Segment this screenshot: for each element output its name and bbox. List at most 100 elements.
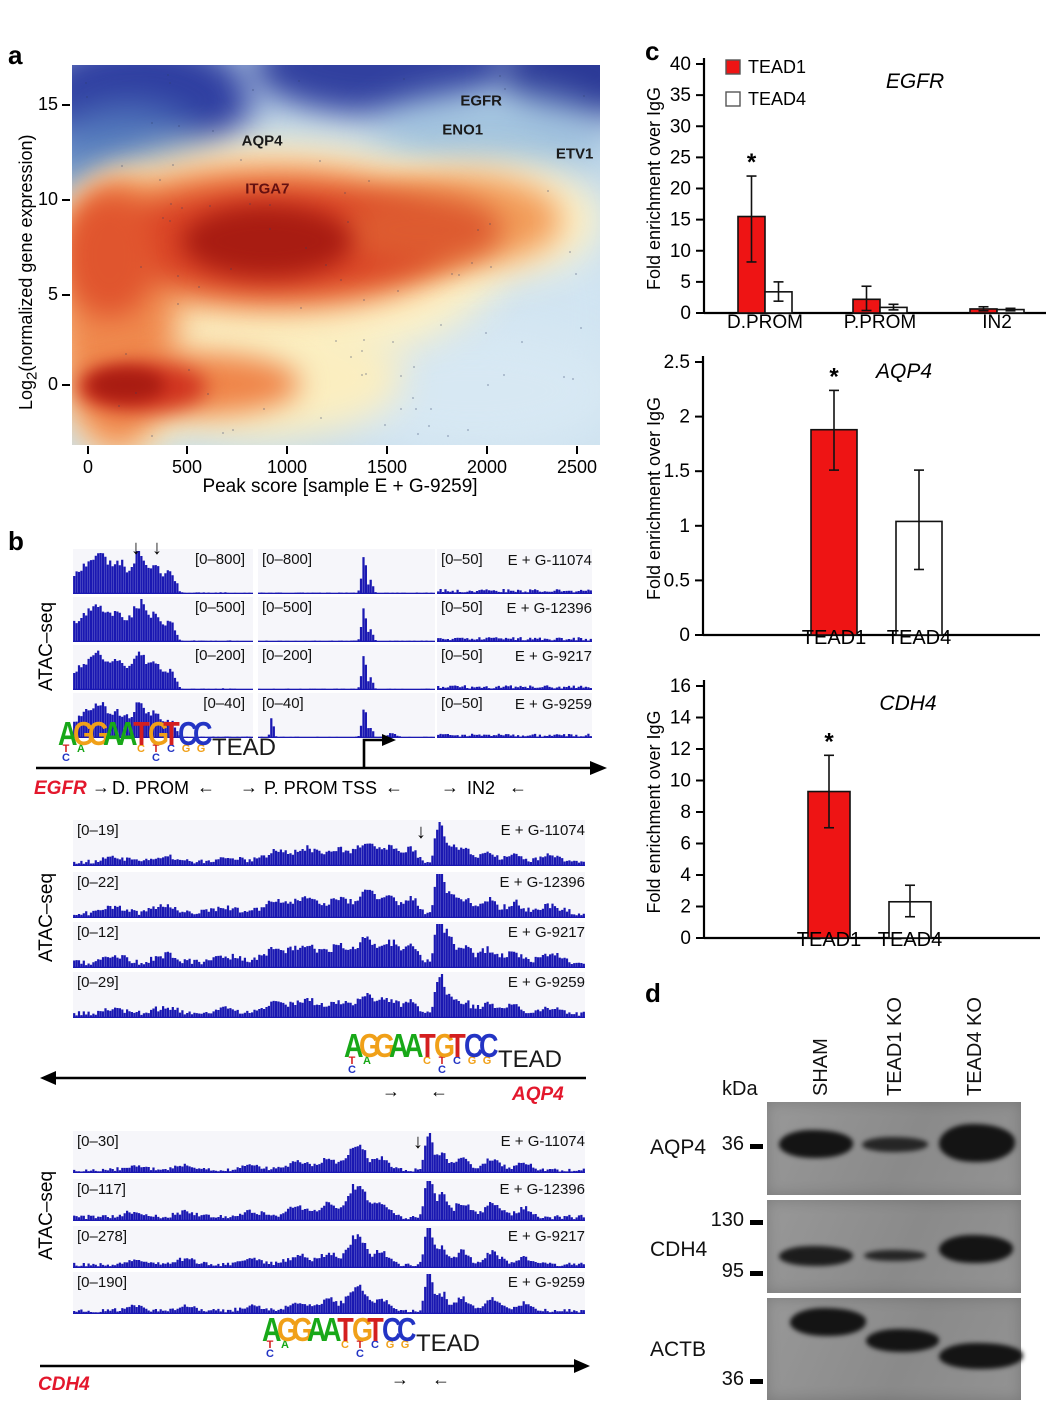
chart-y-tick-label: 20 [670,179,691,200]
density-data-speck [349,355,352,358]
track-range-label: [0–200] [194,647,245,664]
density-data-speck [396,289,399,292]
chart-y-tick-label: 0 [680,303,691,324]
logo-main-letter: A [118,715,138,753]
atac-track-signal [73,702,253,738]
density-data-speck [458,273,461,276]
track-row [73,549,253,594]
aqp4-gene-line [40,1071,586,1085]
density-data-speck [319,417,322,420]
logo-sub-letter: T [266,1339,274,1351]
atac-track-signal [437,589,592,594]
density-gene-label: EGFR [460,92,503,110]
density-data-speck [391,341,394,344]
density-data-speck [368,179,371,182]
track-range-label: [0–117] [77,1181,126,1198]
atac-track-signal [437,685,592,690]
chart-category-label: D.PROM [727,312,803,333]
density-data-speck [346,220,349,223]
logo-main-letter: C [178,715,198,753]
logo-sub-letter: G [482,1055,492,1067]
track-range-label: [0–50] [441,599,483,616]
atac-track-signal [258,709,435,738]
logo-position: A [322,1313,342,1347]
logo-sub-letter: A [281,1339,289,1351]
logo-main-letter: T [367,1311,384,1349]
density-data-speck [252,88,255,91]
density-gene-label: ENO1 [442,121,484,139]
chart-category-label: TEAD1 [802,627,866,649]
chart-y-tick-label: 14 [670,708,692,729]
logo-position: A [404,1029,424,1063]
egfr-gene-diagram [34,734,614,776]
chart-y-tick-label: 5 [680,272,691,293]
blot-band-cdh4-lane3 [939,1235,1013,1263]
density-data-speck [360,350,363,353]
atac-track-signal [73,822,585,866]
atac-track-signal [73,1274,585,1314]
reverse-primer-arrow: ← [430,1081,448,1101]
chart-y-tick-label: 6 [680,834,691,855]
chart-y-axis-label: Fold enrichment over IgG [644,710,664,913]
track-range-label: [0–200] [262,647,313,664]
track-row [437,693,592,738]
atac-track-signal [73,650,253,690]
forward-primer-arrow: → [441,777,459,797]
density-data-speck [297,80,300,83]
x-axis-tick-label: 1500 [366,457,408,477]
x-axis-tick [576,446,578,454]
molecular-weight-marker-label: 36 [721,1132,744,1155]
molecular-weight-marker-dash [750,1143,763,1149]
peak-highlight-arrow: ↓ [413,1131,423,1153]
track-row [73,922,585,968]
density-gene-label: ETV1 [555,145,594,163]
logo-main-letter: A [389,1027,409,1065]
atac-track-signal [258,656,435,690]
density-gene-label: AQP4 [241,132,283,150]
track-sample-label: E + G-12396 [499,874,585,891]
atac-track-signal [73,974,585,1018]
density-data-speck [412,397,415,400]
track-row [73,1226,585,1268]
atac-track-signal [437,637,592,642]
reverse-primer-arrow: ← [197,777,215,797]
atac-seq-axis-label: ATAC–seq [36,872,57,962]
track-row [73,1179,585,1221]
density-data-speck [476,229,479,232]
tead-logo-label: TEAD [212,734,277,761]
y-axis-tick [62,199,70,201]
density-data-speck [177,125,180,128]
logo-position: G [292,1313,313,1347]
chart-y-tick-label: 15 [670,210,691,231]
chart-category-label: TEAD1 [797,929,861,951]
atac-track-signal [73,599,253,642]
track-row [73,972,585,1018]
forward-primer-arrow: → [92,777,110,797]
track-range-label: [0–22] [77,874,119,891]
logo-sub-letter: G [181,743,191,755]
track-sample-label: E + G-11074 [500,1133,585,1150]
atac-seq-axis-label: ATAC–seq [36,601,57,691]
x-axis-tick-label: 0 [82,457,93,477]
logo-position: A [118,715,138,753]
density-plot: AQP4 ITGA7 EGFR ENO1 ETV1 [72,65,600,445]
forward-primer-arrow: → [382,1081,400,1101]
chart-y-tick-label: 12 [670,739,691,760]
density-data-speck [563,376,566,379]
legend-swatch-tead1 [725,59,741,75]
density-data-speck [300,306,303,309]
lane-label-tead4-ko: TEAD4 KO [964,997,986,1096]
density-data-speck [168,81,171,84]
blot-band-cdh4-lane1 [779,1246,853,1266]
atac-track-signal [73,551,253,594]
logo-main-letter: C [193,715,213,753]
molecular-weight-marker-label: 36 [721,1367,744,1390]
density-data-speck [84,81,87,84]
peak-highlight-arrow: ↓ [152,537,162,559]
density-data-speck [222,432,225,434]
logo-position: A [389,1027,409,1065]
